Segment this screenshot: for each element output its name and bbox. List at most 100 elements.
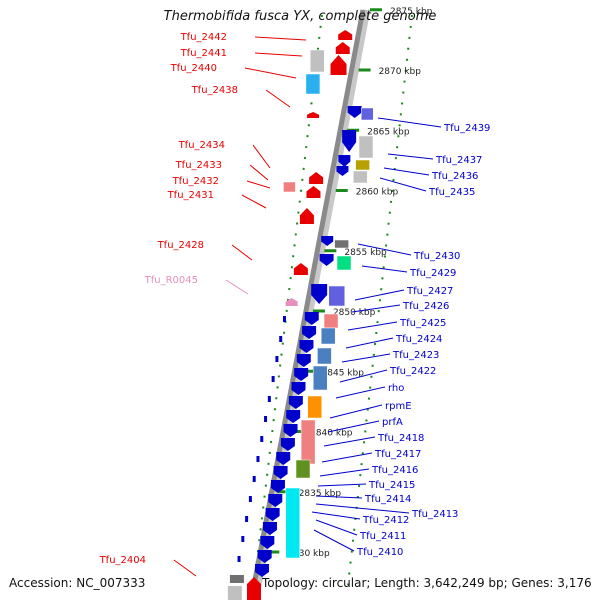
gene-label-right: Tfu_2423 — [392, 350, 439, 361]
gene-arrow-forward — [335, 42, 350, 54]
gene-fragment — [252, 476, 256, 482]
gene-label-left: Tfu_2442 — [180, 32, 227, 43]
gene-fragment — [260, 436, 264, 442]
gene-block — [283, 181, 296, 193]
gene-label-right: Tfu_2427 — [406, 286, 453, 297]
gene-label-right: Tfu_2411 — [359, 531, 406, 542]
gene-label-right: Tfu_2425 — [399, 318, 446, 329]
gene-label-right: Tfu_2430 — [413, 251, 460, 262]
gene-block — [355, 159, 370, 171]
gene-arrow-forward — [246, 577, 261, 600]
scale-tick-label: 2850 kbp — [333, 308, 376, 318]
gene-label-right: Tfu_2417 — [374, 449, 421, 460]
gene-label-left: Tfu_2432 — [172, 176, 219, 187]
gene-arrow-reverse — [302, 326, 317, 339]
topology-text: Topology: circular; Length: 3,642,249 bp… — [262, 576, 592, 590]
gene-fragment — [271, 376, 275, 382]
gene-arrow-reverse — [347, 106, 362, 118]
gene-label-left: Tfu_2434 — [178, 140, 225, 151]
label-leader — [387, 153, 434, 160]
gene-arrow-reverse — [262, 522, 277, 535]
gene-label-left: Tfu_2440 — [170, 63, 217, 74]
gene-arrow-forward — [338, 30, 353, 40]
label-leader — [231, 244, 253, 261]
scale-tick-label: 2865 kbp — [367, 127, 410, 137]
label-leader — [335, 386, 386, 399]
label-leader — [357, 243, 412, 256]
label-leader — [241, 194, 267, 209]
gene-fragment — [245, 516, 249, 522]
gene-arrow-reverse — [260, 536, 275, 549]
gene-label-right: Tfu_2426 — [402, 301, 449, 312]
gene-arrow-forward — [299, 208, 314, 224]
label-leader — [327, 420, 380, 433]
gene-arrow-reverse — [342, 130, 357, 152]
gene-fragment — [256, 456, 260, 462]
gene-arrow-reverse — [273, 466, 288, 479]
gene-block — [358, 135, 374, 159]
label-leader — [265, 89, 291, 108]
gene-label-right: Tfu_2429 — [409, 268, 456, 279]
scale-tick-label: 2860 kbp — [356, 188, 399, 198]
label-leader — [321, 452, 373, 463]
gene-arrow-forward — [306, 186, 321, 198]
gene-arrow-reverse — [291, 382, 306, 395]
scale-tick-label: 2840 kbp — [310, 429, 353, 439]
label-leader — [351, 304, 401, 313]
gene-arrow-reverse — [319, 254, 334, 266]
gene-arrow-reverse — [276, 452, 291, 465]
label-leader — [315, 495, 363, 499]
label-leader — [254, 52, 303, 57]
label-leader — [345, 337, 394, 349]
label-leader — [323, 436, 376, 447]
gene-arrow-forward — [309, 172, 324, 184]
scale-tick-label: 2845 kbp — [322, 368, 365, 378]
gene-arrow-reverse — [311, 284, 328, 304]
gene-arrow-reverse — [268, 494, 283, 507]
label-leader — [329, 404, 383, 419]
label-leader — [377, 117, 442, 128]
scale-tick-label: 2835 kbp — [299, 489, 342, 499]
label-leader — [225, 279, 249, 295]
gene-block — [312, 365, 328, 391]
gene-label-right: Tfu_2436 — [431, 171, 478, 182]
gene-block — [227, 586, 242, 600]
gene-label-right: Tfu_2410 — [356, 547, 403, 558]
label-leader — [379, 177, 427, 192]
gene-fragment — [279, 336, 283, 342]
label-leader — [249, 164, 269, 181]
gene-label-right: Tfu_2415 — [368, 480, 415, 491]
gene-label-right: rho — [388, 383, 404, 394]
gene-label-right: Tfu_2439 — [443, 123, 490, 134]
label-leader — [315, 503, 410, 514]
gene-block — [307, 395, 323, 419]
label-leader — [173, 559, 197, 577]
gene-label-left: Tfu_2433 — [175, 160, 222, 171]
accession-text: Accession: NC_007333 — [9, 576, 146, 590]
gene-arrow-reverse — [265, 508, 280, 521]
label-leader — [246, 180, 271, 189]
gene-label-left: Tfu_2431 — [167, 190, 214, 201]
gene-fragment — [267, 396, 271, 402]
gene-label-right: Tfu_2437 — [435, 155, 482, 166]
gene-label-left: Tfu_2428 — [157, 240, 204, 251]
gene-arrow-reverse — [280, 438, 295, 451]
gene-arrow-reverse — [286, 410, 301, 423]
gene-arrow-reverse — [321, 236, 334, 246]
map-title: Thermobifida fusca YX, complete genome — [163, 9, 437, 24]
gene-block — [334, 239, 349, 249]
gene-label-right: rpmE — [385, 401, 412, 412]
scale-tick-label: 2870 kbp — [379, 67, 422, 77]
guide-dots — [253, 14, 323, 586]
gene-arrow-reverse — [296, 354, 311, 367]
label-leader — [354, 289, 405, 301]
gene-block — [328, 285, 346, 307]
gene-fragment — [248, 496, 252, 502]
gene-block — [336, 255, 352, 271]
gene-fragment — [282, 316, 286, 322]
gene-label-right: Tfu_2414 — [364, 494, 411, 505]
gene-label-right: Tfu_2424 — [395, 334, 442, 345]
gene-block — [285, 487, 301, 559]
